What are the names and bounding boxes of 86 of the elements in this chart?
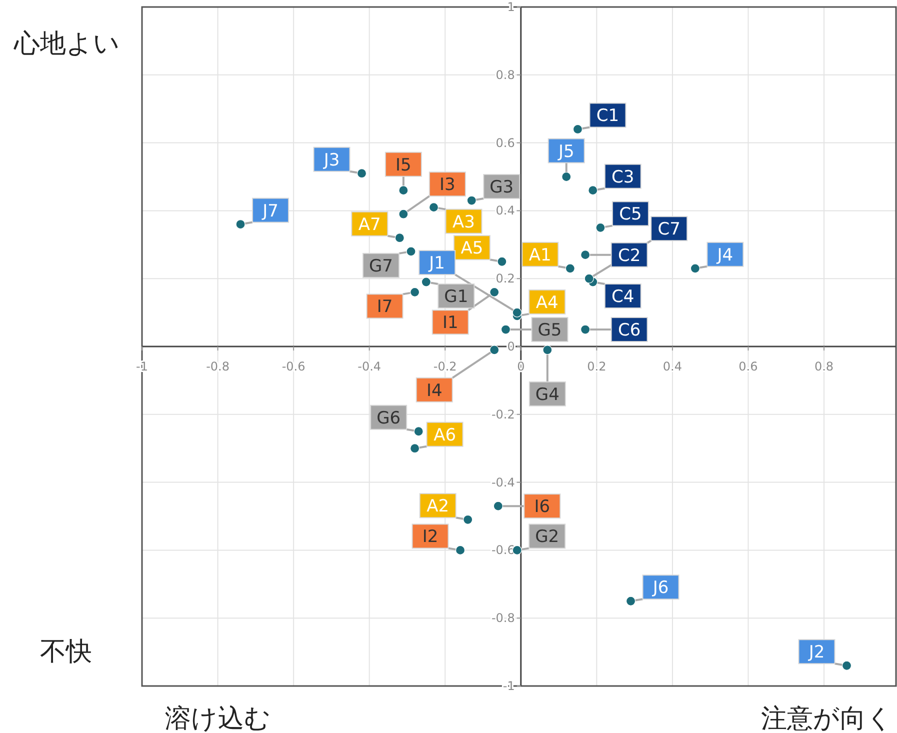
y-tick-label: -0.2 — [491, 407, 515, 422]
data-label: I7 — [376, 297, 393, 318]
point — [842, 660, 852, 670]
x-tick-label: -0.4 — [358, 360, 382, 374]
data-label: C2 — [618, 246, 641, 266]
data-label: C7 — [658, 220, 680, 240]
data-label: J5 — [557, 142, 574, 162]
data-label: J6 — [652, 578, 669, 598]
data-label: A4 — [536, 292, 558, 313]
data-label: G1 — [444, 286, 468, 307]
data-label: I2 — [422, 527, 438, 548]
point — [406, 246, 416, 256]
point — [596, 222, 606, 232]
point — [455, 545, 466, 555]
data-label: C5 — [619, 204, 642, 225]
point — [410, 444, 420, 454]
x-tick-label: 0.4 — [662, 360, 682, 374]
x-tick-label: -0.2 — [433, 360, 457, 374]
data-label: G5 — [538, 320, 562, 341]
data-label: A7 — [358, 214, 381, 235]
y-tick-label: 0.4 — [496, 204, 515, 218]
data-label: I1 — [442, 313, 458, 334]
x-tick-label: 0.8 — [814, 360, 834, 374]
point — [588, 186, 598, 196]
y-tick-label: -0.4 — [491, 475, 515, 490]
data-label: J7 — [262, 201, 278, 222]
point — [565, 264, 575, 274]
data-label: C4 — [612, 286, 634, 307]
point — [410, 287, 420, 297]
data-label: J4 — [716, 245, 734, 266]
data-label: A2 — [426, 496, 450, 517]
point — [398, 209, 408, 219]
point — [414, 426, 424, 436]
text: 心地よい — [13, 29, 120, 59]
data-label: A3 — [452, 212, 475, 232]
point — [500, 324, 511, 334]
x-tick-label: -0.8 — [206, 360, 230, 374]
point — [356, 168, 367, 178]
point — [463, 514, 473, 524]
x-tick-label: 0.2 — [587, 360, 606, 374]
y-tick-label: 0.8 — [496, 68, 515, 82]
x-tick-label: -0.6 — [282, 360, 306, 374]
y-tick-label: 0.2 — [496, 272, 515, 286]
point — [421, 277, 431, 287]
data-label: J2 — [808, 642, 825, 663]
data-label: G2 — [535, 527, 560, 548]
point — [493, 501, 503, 511]
point — [394, 233, 404, 243]
data-label: A5 — [460, 238, 484, 259]
data-label: I5 — [396, 155, 412, 176]
data-label: C3 — [612, 167, 634, 188]
point — [562, 172, 572, 182]
point — [542, 345, 552, 355]
data-label: C1 — [596, 106, 620, 126]
point — [236, 219, 246, 230]
data-label: I3 — [440, 175, 456, 196]
data-label: A1 — [528, 245, 552, 266]
data-label: J1 — [428, 254, 446, 274]
text: 注意が向く — [761, 704, 893, 733]
data-label: C6 — [618, 320, 641, 341]
text: 不快 — [40, 637, 92, 667]
data-label: G3 — [490, 178, 514, 198]
data-label: I6 — [534, 497, 550, 518]
text: 溶け込む — [165, 704, 271, 733]
point — [490, 345, 500, 355]
point — [428, 202, 439, 212]
y-tick-label: -0.8 — [491, 611, 515, 626]
point — [584, 274, 594, 284]
data-label: I4 — [426, 380, 442, 401]
data-label: G6 — [376, 408, 401, 428]
point — [690, 264, 700, 274]
data-label: G4 — [535, 384, 560, 405]
point — [580, 324, 590, 334]
x-tick-label: 0.6 — [738, 360, 758, 374]
data-label: A6 — [434, 425, 456, 446]
point — [466, 196, 476, 206]
point — [626, 596, 636, 606]
data-label: J3 — [322, 150, 340, 170]
data-label: G7 — [369, 256, 394, 276]
point — [497, 256, 507, 266]
point — [490, 287, 500, 297]
point — [398, 186, 408, 196]
point — [572, 124, 583, 134]
point — [512, 308, 522, 318]
y-tick-label: 0.6 — [496, 136, 515, 150]
point — [580, 250, 590, 260]
